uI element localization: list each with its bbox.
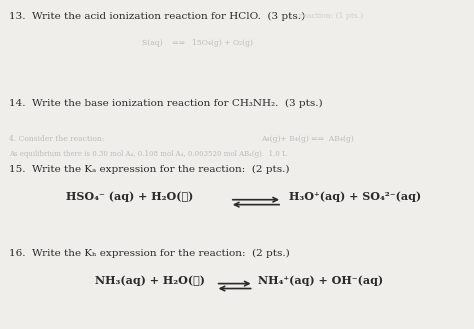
Text: 16.  Write the Kₕ expression for the reaction:  (2 pts.): 16. Write the Kₕ expression for the reac… <box>9 248 290 258</box>
Text: A₄(g)+ B₄(g) ⇐⇒  AB₄(g): A₄(g)+ B₄(g) ⇐⇒ AB₄(g) <box>261 135 354 143</box>
Text: 4. Consider the reaction:: 4. Consider the reaction: <box>9 135 105 143</box>
Text: As equilibrium there is 0.30 mol A₄, 0.108 mol A₄, 0.003520 mol AB₄(g).  1.0 L: As equilibrium there is 0.30 mol A₄, 0.1… <box>9 150 287 158</box>
Text: NH₄⁺(aq) + OH⁻(aq): NH₄⁺(aq) + OH⁻(aq) <box>258 275 383 286</box>
Text: S(aq)    ⇐⇒   15O₄(g) + O₂(g): S(aq) ⇐⇒ 15O₄(g) + O₂(g) <box>142 39 253 47</box>
Text: reaction: (1 pts.): reaction: (1 pts.) <box>299 12 363 19</box>
Text: 13.  Write the acid ionization reaction for HClO.  (3 pts.): 13. Write the acid ionization reaction f… <box>9 12 306 21</box>
Text: NH₃(aq) + H₂O(ℓ): NH₃(aq) + H₂O(ℓ) <box>95 275 205 286</box>
Text: HSO₄⁻ (aq) + H₂O(ℓ): HSO₄⁻ (aq) + H₂O(ℓ) <box>66 191 193 202</box>
Text: H₃O⁺(aq) + SO₄²⁻(aq): H₃O⁺(aq) + SO₄²⁻(aq) <box>289 191 421 202</box>
Text: 15.  Write the Kₐ expression for the reaction:  (2 pts.): 15. Write the Kₐ expression for the reac… <box>9 164 290 174</box>
Text: 14.  Write the base ionization reaction for CH₃NH₂.  (3 pts.): 14. Write the base ionization reaction f… <box>9 99 323 108</box>
